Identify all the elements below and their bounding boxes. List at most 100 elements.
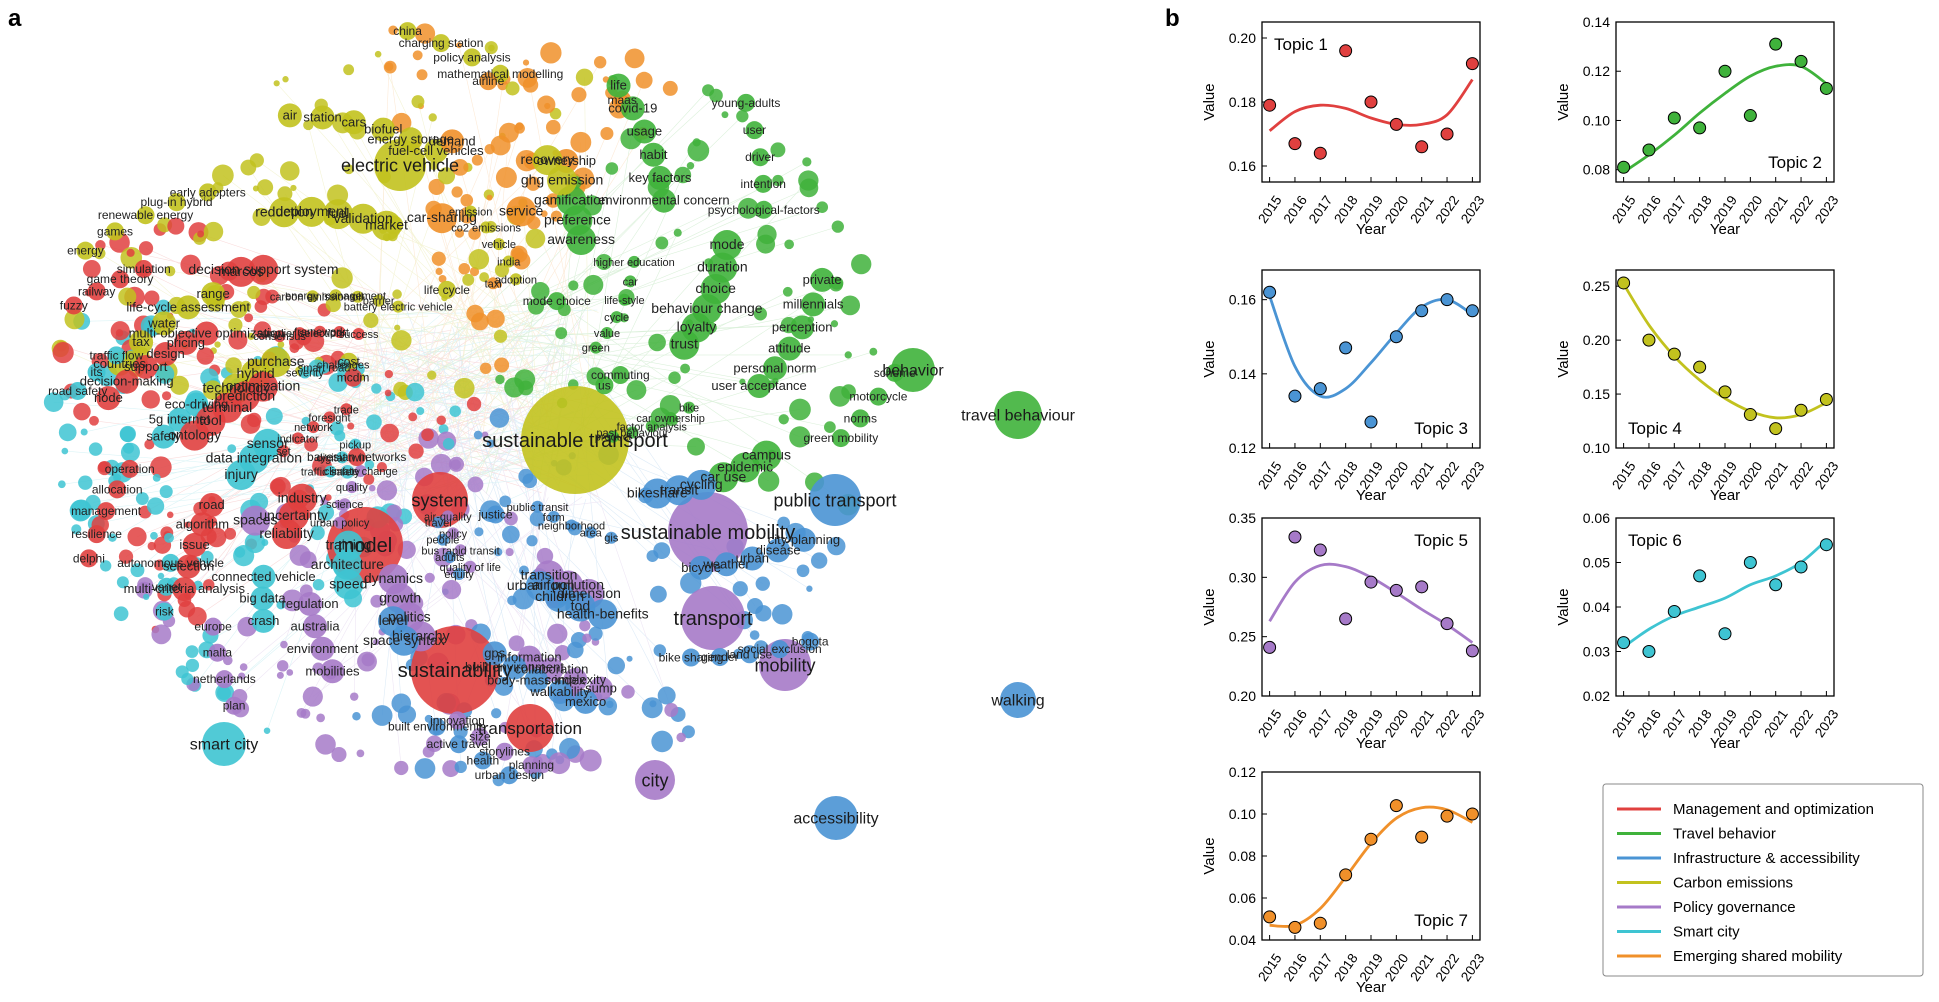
data-point (1314, 147, 1326, 159)
keyword-label: set (276, 446, 291, 458)
y-axis-label: Value (1201, 83, 1218, 120)
hub-label: public transport (773, 490, 896, 510)
keyword-label: reduction (255, 203, 313, 219)
y-tick-label: 0.10 (1583, 112, 1610, 128)
network-node (241, 414, 261, 434)
keyword-label: habit (639, 147, 668, 162)
network-node (150, 532, 158, 540)
network-node (582, 634, 591, 643)
data-point (1466, 645, 1478, 657)
network-node (606, 162, 619, 175)
keyword-label: life-style (604, 295, 644, 307)
keyword-label: issue (179, 537, 209, 552)
y-tick-label: 0.06 (1583, 510, 1610, 526)
network-node (142, 390, 160, 408)
keyword-label: railway (78, 284, 115, 298)
network-node (594, 56, 606, 68)
data-point (1694, 361, 1706, 373)
keyword-label: loyalty (677, 319, 717, 335)
network-node (869, 348, 877, 356)
x-tick-label: 2021 (1407, 193, 1437, 226)
network-node (526, 535, 537, 546)
network-node (431, 454, 452, 475)
network-node (343, 64, 354, 75)
network-node (722, 111, 729, 118)
keyword-label: cycling (680, 476, 723, 492)
data-point (1416, 141, 1428, 153)
network-node (197, 231, 204, 238)
hub-label: accessibility (793, 811, 878, 828)
x-tick-label: 2023 (1812, 707, 1842, 740)
network-node (494, 358, 509, 373)
keyword-label: station (303, 109, 341, 124)
legend-label: Carbon emissions (1673, 875, 1793, 892)
data-point (1264, 286, 1276, 298)
data-point (1795, 55, 1807, 67)
keyword-label: bogota (792, 635, 829, 649)
data-point (1264, 99, 1276, 111)
keyword-label: malta (203, 646, 233, 660)
keyword-label: millennials (783, 296, 844, 311)
keyword-label: risk (155, 605, 175, 619)
keyword-label: quality (336, 482, 368, 494)
network-node (385, 62, 394, 71)
data-point (1668, 348, 1680, 360)
x-axis-label: Year (1356, 487, 1386, 504)
y-axis-label: Value (1555, 340, 1572, 377)
network-node (571, 87, 586, 102)
network-node (546, 120, 561, 135)
network-node (369, 485, 376, 492)
y-tick-label: 0.12 (1583, 63, 1610, 79)
x-tick-label: 2016 (1281, 951, 1311, 984)
hub-label: transportation (478, 719, 582, 738)
network-node (779, 414, 789, 424)
y-tick-label: 0.12 (1229, 440, 1256, 456)
keyword-label: operation (105, 462, 155, 476)
data-point (1340, 869, 1352, 881)
network-node (772, 604, 792, 624)
network-node (621, 685, 634, 698)
keyword-label: dynamics (364, 570, 423, 586)
y-tick-label: 0.03 (1583, 644, 1610, 660)
keyword-label: big data (239, 591, 286, 606)
network-node (277, 660, 288, 671)
x-tick-label: 2021 (1761, 707, 1791, 740)
data-point (1618, 277, 1630, 289)
y-tick-label: 0.25 (1229, 629, 1256, 645)
data-point (1314, 544, 1326, 556)
network-node (750, 630, 760, 640)
keyword-label: personal norm (733, 360, 816, 375)
keyword-label: environmental concern (598, 193, 730, 208)
keyword-label: perception (772, 319, 833, 334)
y-tick-label: 0.18 (1229, 94, 1256, 110)
keyword-label: health-benefits (557, 605, 649, 621)
x-tick-label: 2021 (1761, 459, 1791, 492)
keyword-label: regulation (282, 596, 339, 611)
network-node (663, 81, 678, 96)
x-tick-label: 2021 (1761, 193, 1791, 226)
network-node (111, 321, 130, 340)
network-node (240, 663, 248, 671)
keyword-label: multi-criteria analysis (124, 581, 246, 596)
x-tick-label: 2020 (1382, 707, 1412, 740)
network-node (783, 287, 793, 297)
topic-title: Topic 3 (1414, 419, 1468, 438)
network-node (469, 249, 490, 270)
network-node (280, 161, 300, 181)
keyword-label: space syntax (363, 632, 445, 648)
chart-topic-1: 0.160.180.202015201620172018201920202021… (1201, 22, 1487, 238)
keyword-label: justice (478, 507, 513, 521)
network-node (757, 225, 776, 244)
x-tick-label: 2017 (1306, 707, 1336, 740)
y-tick-label: 0.14 (1229, 366, 1256, 382)
network-node (127, 249, 135, 257)
network-node (266, 408, 283, 425)
network-node (474, 527, 483, 536)
network-node (204, 222, 224, 242)
y-axis-label: Value (1555, 588, 1572, 625)
network-node (797, 564, 810, 577)
network-node (352, 712, 360, 720)
x-tick-label: 2017 (1660, 193, 1690, 226)
